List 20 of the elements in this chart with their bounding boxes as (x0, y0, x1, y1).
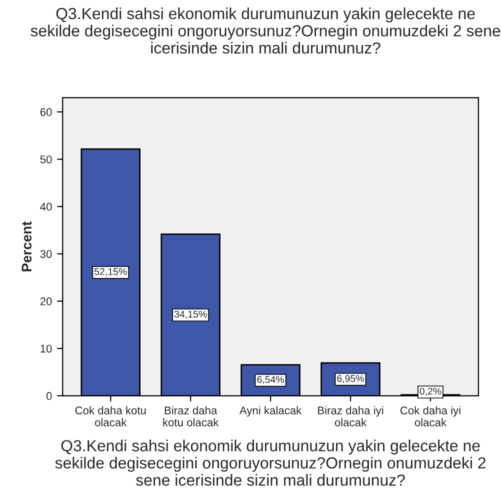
y-tick-label: 10 (40, 344, 52, 353)
y-tick-label: 60 (40, 108, 52, 116)
data-label: 0,2% (420, 388, 442, 396)
y-tick-label: 0 (46, 392, 52, 400)
chart-title: Q3.Kendi sahsi ekonomik durumunuzun yakin gelecekte ne sekilde degisecegini ongoruyorsunuz?Ornegin onumuzdeki 2 sene icerisinde sizin mali durumunuz? (30, 8, 500, 54)
data-label: 52,15% (94, 268, 127, 276)
data-label: 34,15% (174, 310, 207, 319)
x-tick-label: Biraz daha iyi olacak (318, 406, 384, 426)
x-tick-label: Biraz daha kotu olacak (163, 406, 219, 426)
y-axis-title: Percent (22, 221, 32, 272)
y-tick-label: 30 (40, 250, 52, 258)
x-tick-label: Cok daha kotu olacak (75, 406, 146, 426)
x-tick-label: Cok daha iyi olacak (400, 406, 460, 426)
y-tick-label: 40 (40, 202, 52, 211)
y-tick-label: 50 (40, 155, 52, 164)
x-axis-title: Q3.Kendi sahsi ekonomik durumunuzun yakin gelecekte ne sekilde degisecegini ongoruyorsunuz?Ornegin onumuzdeki 2 sene icerisinde sizin mali durumunuz? (55, 440, 486, 486)
data-label: 6,95% (337, 375, 364, 384)
y-tick-label: 20 (40, 297, 52, 306)
x-tick-label: Ayni kalacak (239, 406, 302, 417)
data-label: 6,54% (257, 376, 284, 384)
